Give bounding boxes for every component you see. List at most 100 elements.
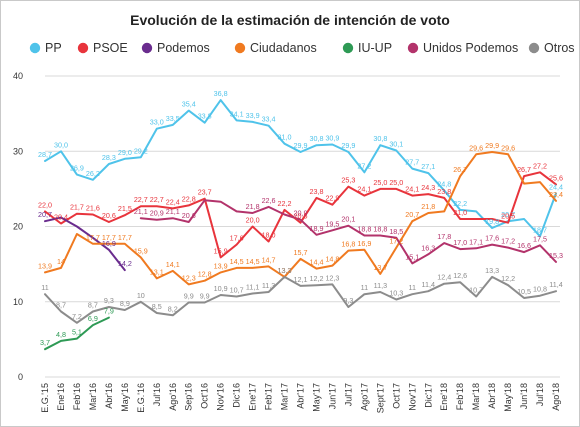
x-tick-label: Abr'16 xyxy=(104,383,114,409)
data-label: 27,2 xyxy=(533,161,547,170)
data-label: 15,1 xyxy=(405,252,419,261)
data-label: 24,1 xyxy=(357,185,371,194)
x-tick-label: Ago'18 xyxy=(551,383,561,411)
data-label: 36,8 xyxy=(214,89,228,98)
data-label: 17,6 xyxy=(230,234,244,243)
y-tick-label: 0 xyxy=(18,372,23,382)
data-label: 17,0 xyxy=(453,238,467,247)
x-tick-label: Feb'18 xyxy=(455,383,465,410)
x-tick-label: Jun'18 xyxy=(519,383,529,409)
data-label: 18,9 xyxy=(309,224,323,233)
legend-label: Otros xyxy=(544,41,575,55)
x-tick-label: Ago'17 xyxy=(359,383,369,411)
x-tick-label: Nov'17 xyxy=(407,383,417,411)
data-label: 26,7 xyxy=(453,165,467,174)
data-label: 10,7 xyxy=(230,285,244,294)
legend-label: Podemos xyxy=(157,41,210,55)
x-tick-label: May'18 xyxy=(503,383,513,412)
y-tick-label: 40 xyxy=(13,71,23,81)
x-tick-label: E.G.'15 xyxy=(40,383,50,413)
data-label: 20,6 xyxy=(102,211,116,220)
legend-label: IU-UP xyxy=(358,41,392,55)
data-label: 10,3 xyxy=(389,288,403,297)
data-label: 16,9 xyxy=(102,239,116,248)
data-label: 21,1 xyxy=(134,207,148,216)
data-label: 29,6 xyxy=(469,143,483,152)
x-tick-label: Jul'17 xyxy=(343,383,353,406)
data-label: 33,9 xyxy=(246,111,260,120)
data-label: 16,6 xyxy=(517,241,531,250)
data-label: 15,7 xyxy=(294,248,308,257)
data-label: 18,5 xyxy=(389,227,403,236)
series-line-unidos-podemos xyxy=(139,199,557,265)
data-label: 17,7 xyxy=(118,233,132,242)
x-tick-label: Dic'16 xyxy=(232,383,242,408)
data-label: 12,8 xyxy=(198,270,212,279)
data-label: 10,9 xyxy=(214,284,228,293)
data-label: 11,4 xyxy=(422,280,435,289)
data-label: 8,2 xyxy=(168,304,178,313)
data-label: 20,6 xyxy=(182,211,196,220)
x-tick-label: Oct'16 xyxy=(200,383,210,409)
chart-title: Evolución de la estimación de intención … xyxy=(130,12,450,28)
grid-lines xyxy=(45,75,560,378)
legend-marker xyxy=(342,42,354,54)
x-axis: E.G.'15 Ene'16 Feb'16 Mar'16 Abr'16 May'16 E.G… xyxy=(40,383,561,413)
x-tick-label: Feb'17 xyxy=(264,383,274,410)
x-tick-label: Mar'17 xyxy=(280,383,290,410)
data-label: 16,9 xyxy=(357,239,371,248)
data-label: 27,7 xyxy=(405,158,419,167)
data-label: 5,1 xyxy=(72,328,82,337)
data-label: 14,1 xyxy=(166,260,180,269)
x-tick-label: May'16 xyxy=(120,383,130,412)
data-label: 21,5 xyxy=(118,204,132,213)
data-label: 29,0 xyxy=(118,148,132,157)
data-label: 10,5 xyxy=(517,287,531,296)
data-label: 18,8 xyxy=(373,225,387,234)
data-labels: 28,730,0 26,926,228,329,0 29,2 33,0 33,535,4… xyxy=(38,89,563,347)
data-label: 25,6 xyxy=(549,173,563,182)
data-label: 14 xyxy=(57,257,65,266)
data-label: 30,0 xyxy=(54,140,68,149)
x-tick-label: Dic'17 xyxy=(423,383,433,408)
legend-marker xyxy=(407,42,419,54)
data-label: 8,5 xyxy=(152,302,162,311)
data-label: 10,8 xyxy=(533,285,547,294)
legend-label: Unidos Podemos xyxy=(423,41,518,55)
data-label: 21,8 xyxy=(421,202,435,211)
x-tick-label: Sep'16 xyxy=(184,383,194,411)
data-label: 23,7 xyxy=(198,188,212,197)
data-label: 25,0 xyxy=(373,178,387,187)
x-tick-label: Mar'18 xyxy=(471,383,481,410)
x-tick-label: Jun'17 xyxy=(327,383,337,409)
x-tick-label: Ago'16 xyxy=(168,383,178,411)
data-label: 35,4 xyxy=(182,100,196,109)
data-label: 22,8 xyxy=(182,194,196,203)
data-label: 29,9 xyxy=(341,141,355,150)
data-label: 27,1 xyxy=(421,162,435,171)
data-label: 20,9 xyxy=(294,209,308,218)
data-label: 16,8 xyxy=(341,240,355,249)
data-label: 33,8 xyxy=(198,112,212,121)
x-tick-label: Ene'16 xyxy=(56,383,66,411)
x-tick-label: Abr'18 xyxy=(487,383,497,409)
data-label: 17,1 xyxy=(469,237,483,246)
data-label: 12,2 xyxy=(501,274,515,283)
data-label: 20,4 xyxy=(54,212,68,221)
data-label: 11 xyxy=(41,283,48,292)
legend-marker xyxy=(234,42,246,54)
x-tick-label: Abr'17 xyxy=(296,383,306,409)
data-label: 26,7 xyxy=(517,165,531,174)
data-label: 34,1 xyxy=(230,109,244,118)
legend-marker xyxy=(528,42,540,54)
data-label: 27,2 xyxy=(357,161,371,170)
data-label: 11,3 xyxy=(262,281,275,290)
data-label: 4,8 xyxy=(56,330,66,339)
data-label: 20,0 xyxy=(246,216,260,225)
data-label: 18,7 xyxy=(533,225,547,234)
data-label: 20,7 xyxy=(38,210,52,219)
data-label: 29,9 xyxy=(485,141,499,150)
data-label: 16,3 xyxy=(421,243,435,252)
